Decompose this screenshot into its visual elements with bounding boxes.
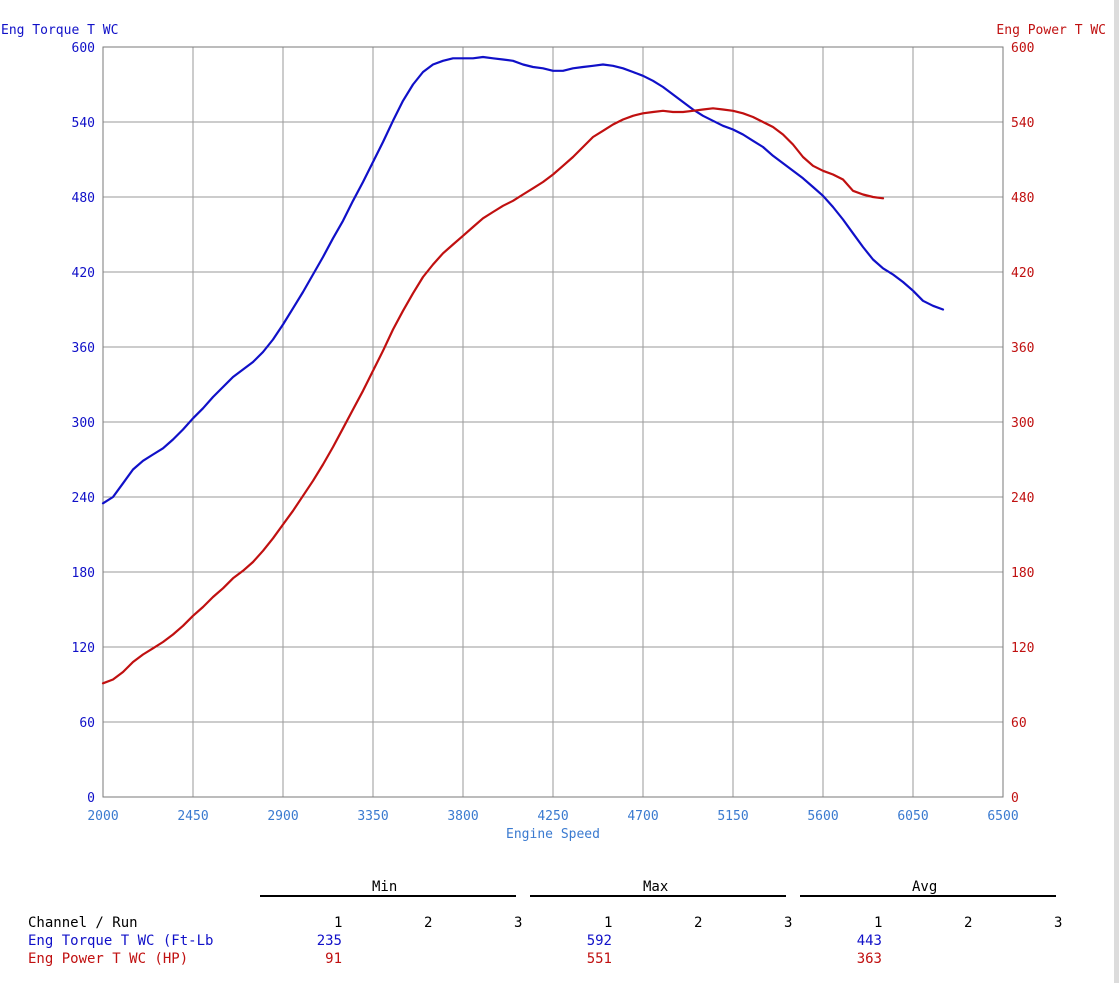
torque-row-avg: 443 <box>856 933 882 949</box>
torque-series-line <box>101 55 945 505</box>
left-tick-label: 120 <box>72 641 95 656</box>
min-run-3-header: 3 <box>514 915 523 931</box>
max-run-1-header: 1 <box>604 915 613 931</box>
right-tick-label: 540 <box>1011 116 1034 131</box>
series-layer <box>101 55 945 685</box>
dyno-chart: 0 60 120 180 240 300 360 420 480 540 600 0 60 120 180… <box>1 23 1106 842</box>
min-group-rule <box>260 895 516 897</box>
torque-row-channel: Eng Torque T WC (Ft-Lb <box>28 933 214 949</box>
max-run-2-header: 2 <box>694 915 703 931</box>
right-tick-label: 120 <box>1011 641 1034 656</box>
power-row-min: 91 <box>325 951 342 967</box>
right-tick-label: 240 <box>1011 491 1034 506</box>
left-axis-title: Eng Torque T WC <box>1 23 118 38</box>
right-tick-label: 360 <box>1011 341 1034 356</box>
x-tick-label: 3350 <box>357 809 388 824</box>
avg-group-header: Avg <box>912 879 938 895</box>
right-axis-ticks: 0 60 120 180 240 300 360 420 480 540 600 <box>1011 41 1034 806</box>
x-tick-label: 6050 <box>897 809 928 824</box>
left-tick-label: 0 <box>87 791 95 806</box>
min-group-header: Min <box>372 879 398 895</box>
left-tick-label: 60 <box>79 716 95 731</box>
max-group-header: Max <box>643 879 669 895</box>
x-tick-label: 2900 <box>267 809 298 824</box>
avg-run-2-header: 2 <box>964 915 973 931</box>
x-tick-label: 2450 <box>177 809 208 824</box>
x-axis-ticks: 2000 2450 2900 3350 3800 4250 4700 5150 5600 6050… <box>87 809 1018 824</box>
right-axis-title: Eng Power T WC <box>996 23 1106 38</box>
avg-group-rule <box>800 895 1056 897</box>
torque-row-min: 235 <box>316 933 342 949</box>
power-series-line <box>101 107 885 685</box>
torque-row-max: 592 <box>586 933 612 949</box>
left-tick-label: 420 <box>72 266 95 281</box>
left-tick-label: 600 <box>72 41 95 56</box>
right-tick-label: 600 <box>1011 41 1034 56</box>
x-tick-label: 6500 <box>987 809 1018 824</box>
right-tick-label: 180 <box>1011 566 1034 581</box>
x-tick-label: 5150 <box>717 809 748 824</box>
avg-run-1-header: 1 <box>874 915 883 931</box>
min-run-2-header: 2 <box>424 915 433 931</box>
avg-run-3-header: 3 <box>1054 915 1063 931</box>
x-tick-label: 2000 <box>87 809 118 824</box>
x-tick-label: 3800 <box>447 809 478 824</box>
power-row-avg: 363 <box>856 951 882 967</box>
channel-run-header: Channel / Run <box>28 915 138 931</box>
right-tick-label: 0 <box>1011 791 1019 806</box>
plot-frame <box>102 46 1004 798</box>
x-tick-label: 5600 <box>807 809 838 824</box>
left-tick-label: 360 <box>72 341 95 356</box>
left-tick-label: 180 <box>72 566 95 581</box>
x-axis-label: Engine Speed <box>506 827 600 842</box>
left-tick-label: 300 <box>72 416 95 431</box>
right-tick-label: 300 <box>1011 416 1034 431</box>
right-tick-label: 420 <box>1011 266 1034 281</box>
max-run-3-header: 3 <box>784 915 793 931</box>
min-run-1-header: 1 <box>334 915 343 931</box>
left-axis-ticks: 0 60 120 180 240 300 360 420 480 540 600 <box>72 41 95 806</box>
statistics-table: Min Max Avg Channel / Run 1 2 3 1 2 3 1 … <box>0 870 1119 983</box>
power-row-max: 551 <box>586 951 612 967</box>
power-row-channel: Eng Power T WC (HP) <box>28 951 189 967</box>
right-tick-label: 60 <box>1011 716 1027 731</box>
right-tick-label: 480 <box>1011 191 1034 206</box>
grid <box>102 46 1004 798</box>
left-tick-label: 240 <box>72 491 95 506</box>
left-tick-label: 480 <box>72 191 95 206</box>
max-group-rule <box>530 895 786 897</box>
x-tick-label: 4700 <box>627 809 658 824</box>
window-edge <box>1114 0 1119 983</box>
left-tick-label: 540 <box>72 116 95 131</box>
x-tick-label: 4250 <box>537 809 568 824</box>
